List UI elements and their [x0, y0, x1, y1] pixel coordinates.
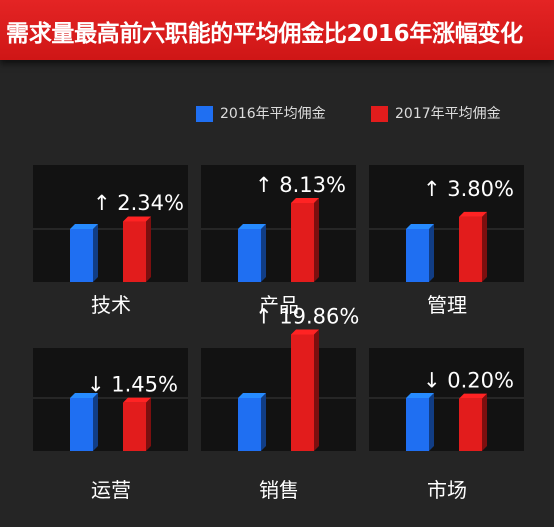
bar-2017-管理-side [482, 211, 487, 282]
panel-bg [33, 348, 188, 451]
title-banner: 需求量最高前六职能的平均佣金比2016年涨幅变化 [0, 0, 554, 60]
legend-label-2017: 2017年平均佣金 [395, 106, 501, 122]
bar-2016-技术 [70, 229, 93, 282]
bar-2016-运营 [70, 398, 93, 451]
change-label-销售: ↑ 19.86% [255, 304, 359, 328]
bar-2017-运营-side [146, 397, 151, 451]
panel-运营: ↓ 1.45% 运营 [33, 348, 188, 502]
bar-2016-产品-top [238, 224, 266, 229]
panel-bg [201, 165, 356, 282]
bar-2016-运营-side [93, 393, 98, 451]
bar-2017-产品-side [314, 197, 319, 282]
bar-2016-管理 [406, 229, 429, 282]
legend-swatch-2016 [196, 106, 213, 122]
bar-2017-产品-top [291, 197, 319, 203]
bar-2016-销售 [238, 398, 261, 451]
panel-销售: ↑ 19.86% 销售 [201, 304, 359, 502]
category-label-技术: 技术 [91, 293, 131, 317]
category-label-产品: 产品 [259, 293, 299, 317]
bar-2017-销售-side [314, 329, 319, 451]
bar-2017-销售-top [291, 329, 319, 335]
panel-bg [369, 165, 524, 282]
bar-2016-市场-side [429, 393, 434, 451]
panel-技术: ↑ 2.34% 技术 [33, 165, 188, 317]
category-label-销售: 销售 [259, 478, 299, 502]
change-label-技术: ↑ 2.34% [93, 191, 184, 215]
bar-2017-销售 [291, 334, 314, 451]
bar-2016-管理-top [406, 224, 434, 229]
bar-2016-管理-side [429, 224, 434, 282]
bar-2016-销售-top [238, 393, 266, 398]
category-label-管理: 管理 [427, 293, 467, 317]
panel-市场: ↓ 0.20% 市场 [369, 348, 524, 502]
change-label-产品: ↑ 8.13% [255, 173, 346, 197]
bar-2017-市场-top [459, 393, 487, 399]
bar-2016-销售-side [261, 393, 266, 451]
panel-产品: ↑ 8.13% 产品 [201, 165, 356, 317]
legend-label-2016: 2016年平均佣金 [220, 106, 326, 122]
bar-2017-技术-side [146, 216, 151, 282]
bar-2017-技术-top [123, 216, 151, 222]
bar-2017-运营 [123, 402, 146, 451]
bar-2016-市场 [406, 398, 429, 451]
bar-2016-运营-top [70, 393, 98, 398]
bar-2016-市场-top [406, 393, 434, 398]
change-label-运营: ↓ 1.45% [87, 373, 178, 397]
bar-2016-产品 [238, 229, 261, 282]
bar-2017-管理-top [459, 211, 487, 217]
bar-2017-技术 [123, 221, 146, 282]
bar-2017-市场 [459, 398, 482, 451]
change-label-市场: ↓ 0.20% [423, 369, 514, 393]
panel-bg [369, 348, 524, 451]
bar-2017-管理 [459, 216, 482, 282]
change-label-管理: ↑ 3.80% [423, 177, 514, 201]
bar-2017-运营-top [123, 397, 151, 403]
legend-swatch-2017 [371, 106, 388, 122]
category-label-市场: 市场 [427, 478, 467, 502]
bar-2017-市场-side [482, 393, 487, 451]
bar-2016-技术-side [93, 224, 98, 282]
bar-2016-技术-top [70, 224, 98, 229]
chart-title: 需求量最高前六职能的平均佣金比2016年涨幅变化 [6, 21, 523, 47]
panel-管理: ↑ 3.80% 管理 [369, 165, 524, 317]
bar-2017-产品 [291, 202, 314, 282]
panel-bg [33, 165, 188, 282]
bar-2016-产品-side [261, 224, 266, 282]
category-label-运营: 运营 [91, 478, 131, 502]
panel-bg [201, 348, 356, 451]
